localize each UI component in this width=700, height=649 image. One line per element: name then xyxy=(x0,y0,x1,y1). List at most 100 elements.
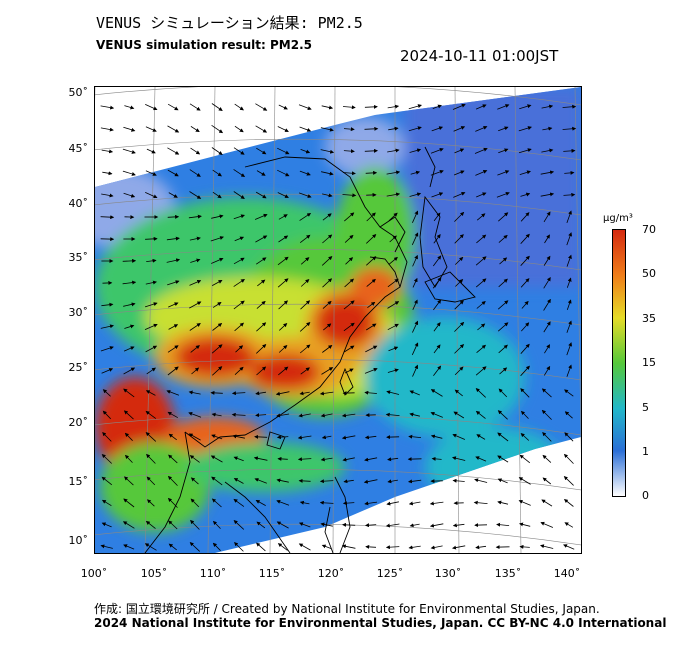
wind-arrow xyxy=(408,104,422,110)
wind-arrow xyxy=(167,345,179,353)
wind-arrow xyxy=(408,434,422,439)
wind-arrow xyxy=(319,500,334,505)
wind-arrow xyxy=(211,147,223,155)
wind-arrow xyxy=(343,300,355,310)
wind-arrow xyxy=(189,236,201,241)
lat-label-20: 20˚ xyxy=(68,416,89,429)
wind-arrow xyxy=(497,432,509,442)
wind-arrow xyxy=(408,479,422,484)
wind-arrow xyxy=(256,521,266,529)
wind-arrow xyxy=(366,234,377,244)
wind-arrow xyxy=(145,432,157,442)
wind-arrow xyxy=(167,497,178,508)
wind-arrow xyxy=(299,500,310,505)
wind-arrow xyxy=(190,345,200,353)
copyright-text: 2024 National Institute for Environmenta… xyxy=(94,616,667,630)
wind-arrow xyxy=(255,257,267,265)
colorbar-tick-0: 0 xyxy=(642,489,649,502)
wind-arrow xyxy=(365,523,377,528)
wind-arrow xyxy=(322,213,332,221)
wind-arrow xyxy=(299,344,311,354)
wind-arrow xyxy=(168,302,179,308)
wind-arrow xyxy=(566,254,572,267)
colorbar-tick-15: 15 xyxy=(642,356,656,369)
wind-arrow xyxy=(253,456,268,461)
wind-arrow xyxy=(475,410,486,419)
pm25-map xyxy=(94,86,582,554)
wind-arrow xyxy=(388,256,398,265)
lon-label-110: 110˚ xyxy=(199,567,227,580)
wind-arrow xyxy=(123,126,136,132)
wind-arrow xyxy=(519,454,531,464)
wind-arrow xyxy=(344,368,354,374)
wind-arrow xyxy=(189,455,200,463)
wind-arrow xyxy=(497,478,508,484)
wind-arrow xyxy=(520,212,530,222)
wind-arrow xyxy=(235,345,244,353)
wind-arrow xyxy=(189,301,202,309)
wind-arrow xyxy=(520,255,530,266)
wind-arrow xyxy=(499,367,508,375)
wind-arrow xyxy=(211,124,224,134)
wind-arrow xyxy=(409,390,420,396)
wind-arrow xyxy=(210,236,224,242)
wind-arrow xyxy=(430,434,443,439)
wind-arrow xyxy=(234,236,245,242)
wind-arrow xyxy=(498,148,509,154)
wind-arrow xyxy=(188,433,201,441)
wind-arrow xyxy=(190,258,201,263)
wind-arrow xyxy=(387,104,400,109)
wind-arrow xyxy=(544,344,551,354)
colorbar-tick-50: 50 xyxy=(642,267,656,280)
wind-arrow xyxy=(100,105,115,110)
wind-arrow xyxy=(474,478,488,483)
wind-arrow xyxy=(564,411,573,419)
wind-arrow xyxy=(146,148,156,154)
wind-arrow xyxy=(276,413,290,418)
wind-arrow xyxy=(320,522,333,527)
wind-arrow xyxy=(276,499,290,506)
wind-arrow xyxy=(366,256,377,266)
wind-arrow xyxy=(366,212,376,222)
wind-arrow xyxy=(342,193,357,198)
wind-arrow xyxy=(342,171,356,176)
wind-arrow xyxy=(519,544,530,549)
wind-arrow xyxy=(344,212,355,222)
wind-arrow xyxy=(211,103,223,111)
wind-arrow xyxy=(233,169,246,178)
wind-arrow xyxy=(256,322,267,332)
wind-arrow xyxy=(475,125,488,132)
wind-arrow xyxy=(254,434,268,439)
wind-arrow xyxy=(300,367,310,375)
wind-arrow xyxy=(145,192,158,199)
wind-arrow xyxy=(433,234,441,244)
wind-arrow xyxy=(430,411,443,418)
wind-arrow xyxy=(300,300,311,310)
wind-arrow xyxy=(520,410,529,419)
wind-arrow xyxy=(101,193,114,198)
wind-arrow xyxy=(497,322,509,332)
wind-arrow xyxy=(256,344,267,354)
wind-arrow xyxy=(519,104,532,110)
wind-arrow xyxy=(564,170,575,175)
wind-arrow xyxy=(454,366,464,376)
wind-arrow xyxy=(255,191,267,199)
wind-arrow xyxy=(211,412,222,417)
wind-arrow xyxy=(563,499,574,507)
wind-arrow xyxy=(233,191,245,199)
wind-arrow xyxy=(476,300,486,309)
wind-arrow xyxy=(277,456,288,461)
wind-arrow xyxy=(543,321,551,333)
wind-arrow xyxy=(234,322,245,332)
wind-arrow xyxy=(234,125,244,133)
wind-arrow xyxy=(321,105,334,110)
wind-arrow xyxy=(566,299,572,311)
wind-arrow xyxy=(277,147,290,155)
lon-label-130: 130˚ xyxy=(434,567,462,580)
wind-arrow xyxy=(278,366,289,376)
wind-arrow xyxy=(275,391,290,396)
wind-arrow xyxy=(497,500,509,505)
wind-arrow xyxy=(100,324,114,329)
wind-arrow xyxy=(299,391,310,396)
wind-arrow xyxy=(278,300,288,310)
